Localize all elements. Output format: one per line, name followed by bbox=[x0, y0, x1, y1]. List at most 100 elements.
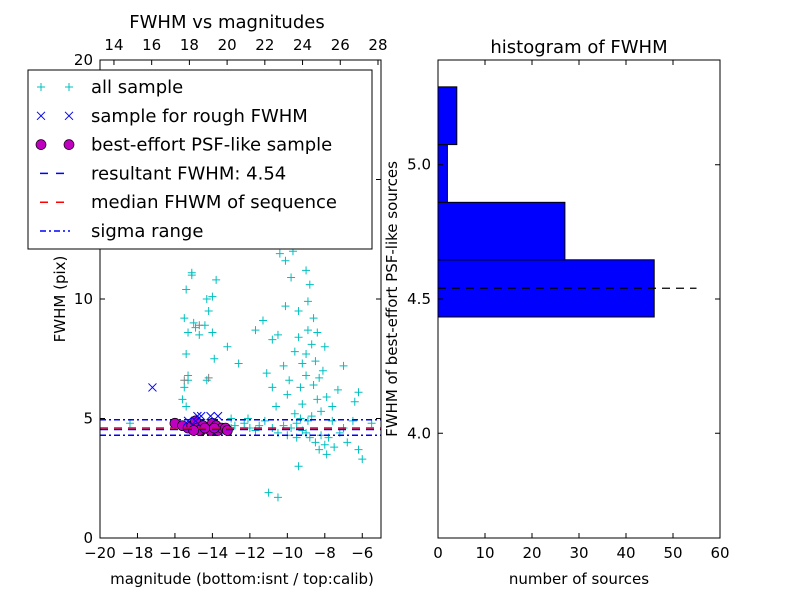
plus-marker bbox=[305, 280, 314, 289]
plus-marker bbox=[212, 275, 221, 284]
plus-marker bbox=[204, 373, 213, 382]
plus-marker bbox=[296, 383, 305, 392]
histogram-bar bbox=[437, 144, 448, 203]
plus-marker bbox=[187, 268, 196, 277]
plus-marker bbox=[292, 419, 301, 428]
legend-frame bbox=[27, 69, 373, 250]
y-tick-label: 0 bbox=[83, 529, 93, 547]
plus-marker bbox=[223, 342, 232, 351]
plus-marker bbox=[281, 302, 290, 311]
plus-marker bbox=[290, 347, 299, 356]
plus-marker bbox=[358, 455, 367, 464]
plus-marker bbox=[264, 488, 273, 497]
plus-marker bbox=[354, 388, 363, 397]
x-marker bbox=[213, 411, 223, 421]
x-marker bbox=[206, 411, 215, 421]
plus-marker bbox=[303, 416, 312, 425]
plus-marker bbox=[234, 359, 243, 368]
chart-title: FWHM vs magnitudes bbox=[129, 12, 324, 33]
plus-marker bbox=[260, 416, 269, 425]
plus-marker bbox=[339, 361, 348, 370]
x-tick-label: 10 bbox=[475, 544, 494, 562]
plus-marker bbox=[302, 371, 311, 380]
plus-marker bbox=[189, 318, 198, 327]
plus-marker bbox=[330, 443, 339, 452]
y-tick-label: 5 bbox=[83, 410, 93, 428]
circle-marker bbox=[188, 425, 200, 436]
top-x-tick-label: 28 bbox=[368, 36, 387, 54]
top-x-tick-label: 14 bbox=[104, 36, 123, 54]
plus-marker bbox=[178, 395, 187, 404]
x-axis-label: magnitude (bottom:isnt / top:calib) bbox=[110, 570, 374, 588]
legend-label: all sample bbox=[91, 77, 183, 98]
y-tick-label: 4.0 bbox=[407, 424, 431, 442]
plus-marker bbox=[262, 369, 271, 378]
plus-marker bbox=[195, 321, 204, 330]
plus-marker bbox=[309, 381, 318, 390]
plus-marker bbox=[290, 409, 299, 418]
x-marker bbox=[148, 383, 157, 392]
x-tick-label: −14 bbox=[197, 544, 229, 562]
chart-title: histogram of FWHM bbox=[490, 37, 667, 58]
x-tick-label: 60 bbox=[710, 544, 729, 562]
plus-marker bbox=[307, 412, 316, 421]
plus-marker bbox=[328, 416, 337, 425]
plus-marker bbox=[204, 306, 213, 315]
plus-marker bbox=[279, 361, 288, 370]
plus-marker bbox=[343, 438, 352, 447]
plus-marker bbox=[328, 402, 337, 411]
plus-marker bbox=[210, 354, 219, 363]
histogram-bar bbox=[437, 86, 458, 146]
plus-marker bbox=[311, 357, 320, 366]
plus-marker bbox=[305, 433, 314, 442]
plus-marker bbox=[298, 359, 307, 368]
plus-marker bbox=[296, 414, 305, 423]
plus-marker bbox=[240, 419, 249, 428]
plus-marker bbox=[367, 419, 376, 428]
plus-marker bbox=[318, 366, 327, 375]
plus-marker bbox=[311, 438, 320, 447]
legend-label: median FHWM of sequence bbox=[91, 192, 337, 213]
plus-marker bbox=[182, 285, 191, 294]
plus-marker bbox=[307, 340, 316, 349]
plus-marker bbox=[333, 385, 342, 394]
plus-marker bbox=[251, 326, 260, 335]
plot-area bbox=[100, 115, 381, 502]
plus-marker bbox=[180, 383, 189, 392]
y-tick-label: 20 bbox=[74, 51, 93, 69]
plus-marker bbox=[208, 292, 217, 301]
plus-marker bbox=[283, 390, 292, 399]
x-marker bbox=[191, 416, 200, 426]
plus-marker bbox=[303, 326, 312, 335]
x-axis-label: number of sources bbox=[509, 570, 649, 588]
plus-marker bbox=[317, 407, 326, 416]
x-tick-label: −16 bbox=[159, 544, 191, 562]
x-marker bbox=[196, 411, 206, 421]
x-tick-label: −12 bbox=[234, 544, 266, 562]
plus-marker bbox=[258, 316, 267, 325]
circle-marker bbox=[222, 425, 233, 436]
plus-marker bbox=[320, 440, 329, 449]
plus-marker bbox=[202, 295, 211, 303]
histogram-bar bbox=[437, 259, 655, 318]
plus-marker bbox=[182, 402, 191, 411]
y-axis-label: FWHM (pix) bbox=[51, 256, 69, 343]
x-tick-label: 0 bbox=[433, 544, 443, 562]
plus-marker bbox=[184, 328, 193, 337]
x-tick-label: 40 bbox=[616, 544, 635, 562]
legend-label: sigma range bbox=[91, 221, 203, 242]
x-tick-label: 50 bbox=[663, 544, 682, 562]
plus-marker bbox=[208, 328, 217, 337]
plus-marker bbox=[350, 397, 359, 406]
plus-marker bbox=[65, 83, 73, 91]
plus-marker bbox=[268, 335, 277, 344]
plus-marker bbox=[227, 414, 236, 423]
x-marker bbox=[193, 411, 202, 421]
x-tick-label: −10 bbox=[272, 544, 304, 562]
x-tick-label: −8 bbox=[314, 544, 336, 562]
x-marker bbox=[183, 416, 193, 426]
histogram-bar bbox=[437, 201, 566, 261]
plus-marker bbox=[302, 266, 311, 275]
top-x-tick-label: 16 bbox=[142, 36, 161, 54]
plus-marker bbox=[180, 376, 189, 385]
